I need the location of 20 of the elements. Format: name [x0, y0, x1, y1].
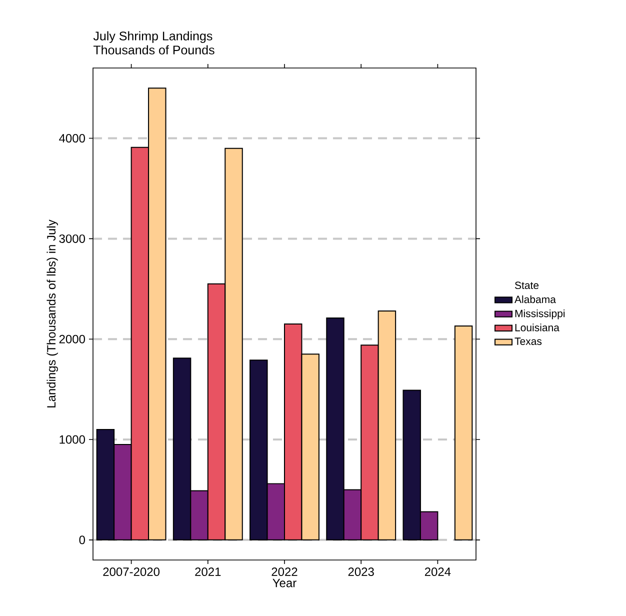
x-axis-title: Year [272, 578, 296, 588]
bar [454, 326, 473, 540]
x-tick-label: 2023 [348, 568, 374, 576]
y-axis-title: Landings (Thousands of lbs) in July [46, 220, 58, 408]
chart-title: July Shrimp Landings [93, 31, 212, 43]
y-tick-label: 4000 [59, 134, 86, 143]
x-tick-label: 2007-2020 [103, 568, 160, 576]
x-tick-label: 2022 [272, 568, 298, 576]
legend-label: Louisiana [515, 324, 560, 332]
legend-label: Alabama [514, 295, 556, 304]
y-tick-label: 1000 [60, 435, 86, 444]
y-tick-label: 2000 [59, 334, 86, 344]
y-tick-label: 3000 [59, 234, 86, 243]
legend-title: State [514, 282, 539, 290]
legend-label: Texas [514, 338, 542, 345]
x-tick-label: 2024 [424, 568, 451, 576]
legend-label: Mississippi [515, 310, 565, 320]
x-tick-label: 2021 [195, 568, 221, 576]
y-tick-label: 0 [79, 536, 86, 544]
chart-subtitle: Thousands of Pounds [93, 45, 214, 54]
